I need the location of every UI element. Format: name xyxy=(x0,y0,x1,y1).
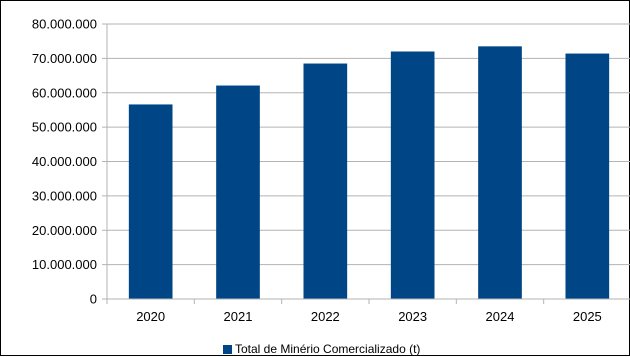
y-axis-tick-labels: 0 10.000.000 20.000.000 30.000.000 40.000.00… xyxy=(32,17,97,307)
x-tick-label: 2024 xyxy=(486,309,515,324)
bar-2024 xyxy=(478,46,522,299)
legend-swatch xyxy=(223,344,232,354)
bar-2025 xyxy=(565,53,610,299)
x-tick-label: 2021 xyxy=(224,309,253,324)
x-axis-tick-labels: 2020 2021 2022 2023 2024 2025 xyxy=(136,309,602,324)
y-tick-label: 0 xyxy=(90,292,97,307)
y-tick-label: 50.000.000 xyxy=(32,120,97,135)
bar-2022 xyxy=(303,63,348,299)
y-tick-label: 80.000.000 xyxy=(32,17,97,32)
axes xyxy=(102,23,630,304)
bar-2020 xyxy=(128,104,173,299)
x-tick-label: 2020 xyxy=(136,309,165,324)
y-tick-label: 20.000.000 xyxy=(32,223,97,238)
bar-2021 xyxy=(216,85,260,299)
gridlines xyxy=(107,23,630,266)
x-tick-label: 2023 xyxy=(398,309,427,324)
legend: Total de Minério Comercializado (t) xyxy=(223,341,420,357)
y-tick-label: 30.000.000 xyxy=(32,188,97,203)
x-tick-label: 2025 xyxy=(573,309,602,324)
y-tick-label: 40.000.000 xyxy=(32,154,97,169)
bar-2023 xyxy=(390,51,435,299)
legend-label: Total de Minério Comercializado (t) xyxy=(235,342,421,356)
bars xyxy=(128,46,610,299)
y-tick-label: 70.000.000 xyxy=(32,51,97,66)
y-tick-label: 10.000.000 xyxy=(32,257,97,272)
y-tick-label: 60.000.000 xyxy=(32,85,97,100)
x-tick-label: 2022 xyxy=(311,309,340,324)
